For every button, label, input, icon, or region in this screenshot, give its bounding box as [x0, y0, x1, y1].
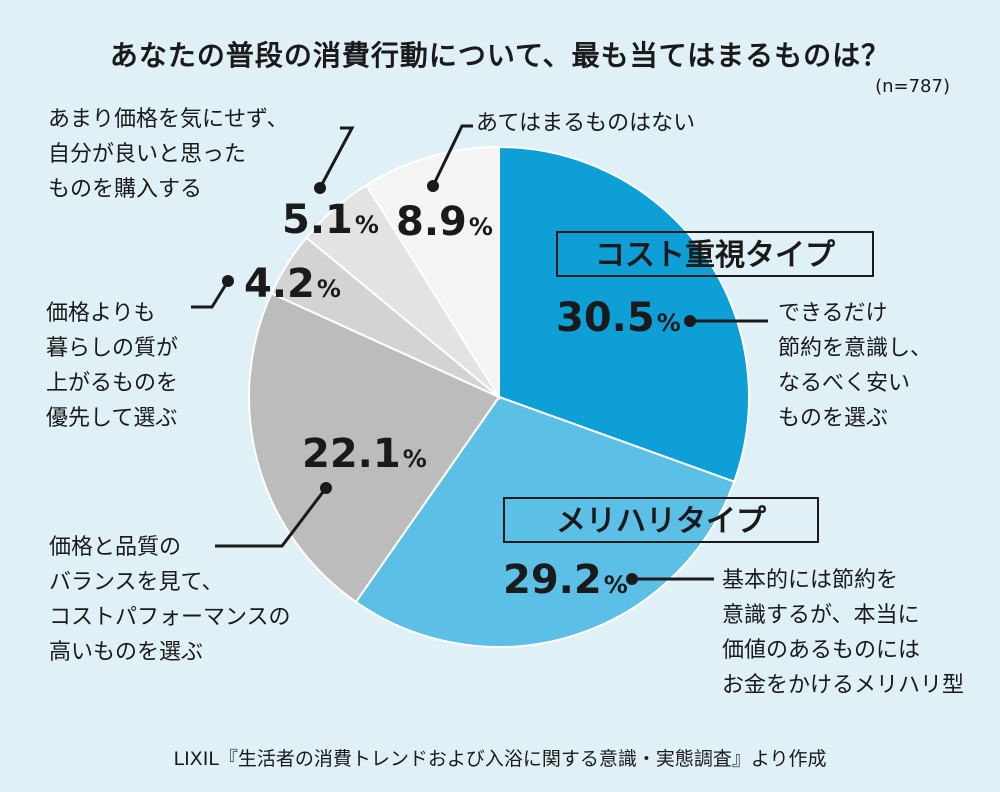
pct-label-cospa: 22.1% [302, 431, 427, 477]
pct-label-merihari: 29.2% [503, 557, 628, 603]
leader-cospa-line [215, 487, 328, 548]
pie-slice-0 [498, 145, 750, 483]
leader-quality-dot [222, 275, 234, 287]
pie-slice-2 [248, 292, 501, 604]
leader-cospa-dot [320, 482, 332, 494]
desc-cospa: 価格と品質の バランスを見て、 コストパフォーマンスの 高いものを選ぶ [49, 535, 291, 665]
leader-merihari-dot [626, 573, 638, 585]
desc-free: あまり価格を気にせず、 自分が良いと思った ものを購入する [48, 107, 289, 202]
pct-label-cost: 30.5% [556, 295, 681, 341]
leader-free-dot [314, 182, 326, 194]
desc-cost: できるだけ 節約を意識し、 なるべく安い ものを選ぶ [778, 301, 933, 431]
pie-slice-1 [354, 395, 736, 648]
desc-merihari: 基本的には節約を 意識するが、本当に 価値のあるものには お金をかけるメリハリ型 [722, 568, 965, 698]
pct-label-quality: 4.2% [244, 261, 341, 307]
leader-none-line [431, 124, 473, 187]
chart-title: あなたの普段の消費行動について、最も当てはまるものは？ [109, 39, 891, 72]
type-label-cost: コスト重視タイプ [556, 231, 874, 277]
sample-size: (n=787) [875, 76, 950, 97]
desc-quality: 価格よりも 暮らしの質が 上がるものを 優先して選ぶ [46, 301, 179, 431]
pct-label-none: 8.9% [396, 199, 493, 245]
pie-slice-5 [364, 145, 500, 401]
source-note: LIXIL『生活者の消費トレンドおよび入浴に関する意識・実態調査』より作成 [173, 748, 827, 770]
type-label-meriharI: メリハリタイプ [503, 497, 819, 543]
leader-cost-dot [684, 315, 696, 327]
desc-none: あてはまるものはない [476, 111, 696, 136]
leader-quality-line [191, 280, 230, 309]
pct-label-free: 5.1% [282, 197, 379, 243]
leader-free-line [318, 126, 355, 189]
leader-none-dot [427, 180, 439, 192]
